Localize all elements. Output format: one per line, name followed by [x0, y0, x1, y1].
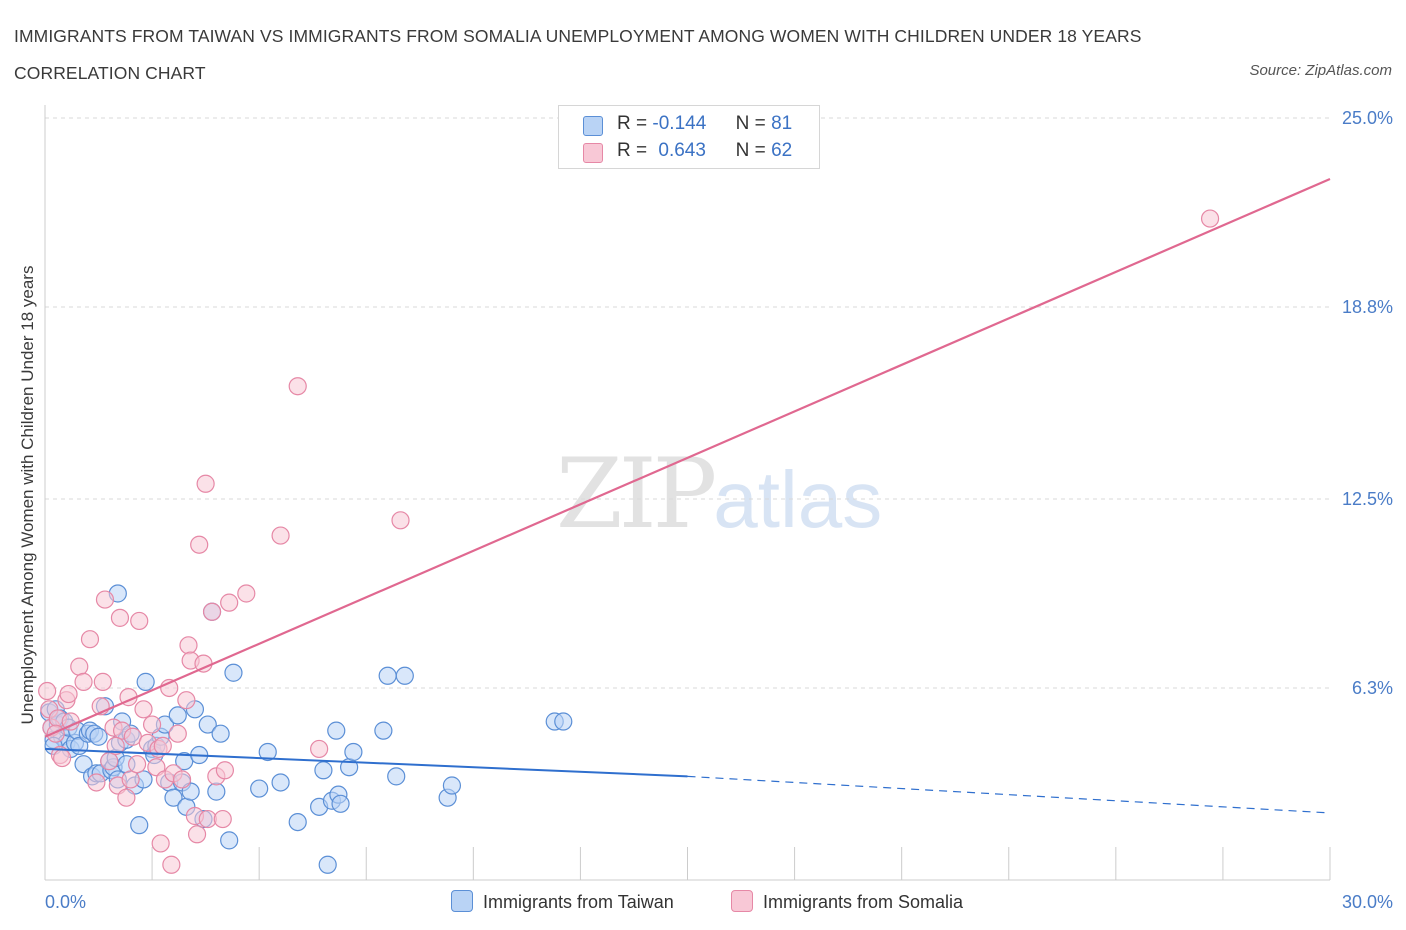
- data-point-taiwan: [314, 761, 333, 780]
- legend-label-taiwan: Immigrants from Taiwan: [483, 892, 674, 912]
- data-point-somalia: [59, 684, 78, 704]
- x-tick-label: 0.0%: [45, 892, 86, 912]
- data-point-somalia: [121, 770, 140, 789]
- legend-r-label: R =: [617, 140, 648, 161]
- data-point-taiwan: [378, 666, 397, 685]
- legend-n-label: N =: [735, 113, 766, 134]
- legend-swatch-taiwan: [583, 116, 603, 136]
- data-point-taiwan: [374, 721, 393, 740]
- data-point-taiwan: [224, 663, 243, 682]
- data-point-taiwan: [344, 742, 363, 762]
- legend-text-somalia: R = 0.643 N = 62: [617, 140, 792, 162]
- data-point-somalia: [134, 700, 153, 719]
- data-point-somalia: [117, 788, 136, 807]
- trend-line-taiwan: [44, 747, 688, 778]
- data-point-taiwan: [387, 767, 406, 786]
- data-point-taiwan: [89, 727, 108, 746]
- data-point-taiwan: [318, 855, 337, 874]
- data-point-taiwan: [288, 812, 307, 832]
- data-point-somalia: [220, 593, 239, 612]
- legend-item-somalia: Immigrants from Somalia: [731, 890, 963, 913]
- data-point-somalia: [80, 630, 100, 649]
- axes: [44, 105, 1331, 881]
- legend-item-taiwan: Immigrants from Taiwan: [451, 890, 674, 913]
- series-somalia-points: [38, 209, 1220, 874]
- legend-r-somalia: 0.643: [658, 140, 706, 161]
- trend-lines: [44, 177, 1331, 814]
- data-point-taiwan: [130, 816, 149, 835]
- legend-r-taiwan: -0.144: [652, 113, 707, 134]
- y-tick-label: 25.0%: [1342, 108, 1393, 128]
- data-point-somalia: [1200, 209, 1220, 228]
- data-point-taiwan: [250, 779, 269, 798]
- data-point-somalia: [177, 691, 196, 710]
- data-point-taiwan: [207, 782, 226, 801]
- data-point-taiwan: [442, 776, 462, 795]
- data-point-taiwan: [271, 773, 290, 792]
- data-point-somalia: [213, 809, 232, 829]
- data-point-taiwan: [168, 706, 187, 725]
- data-point-taiwan: [554, 712, 573, 731]
- data-point-somalia: [215, 761, 234, 780]
- data-point-taiwan: [331, 794, 350, 813]
- correlation-legend: R = -0.144 N = 81 R = 0.643 N = 62: [558, 105, 820, 169]
- data-point-somalia: [391, 511, 410, 530]
- data-point-somalia: [196, 474, 215, 493]
- y-tick-label: 12.5%: [1342, 489, 1393, 509]
- data-point-somalia: [162, 855, 181, 874]
- data-point-somalia: [172, 770, 192, 789]
- legend-n-taiwan: 81: [771, 113, 793, 134]
- data-point-somalia: [153, 736, 172, 755]
- data-point-taiwan: [211, 724, 230, 743]
- data-point-taiwan: [164, 788, 183, 807]
- y-tick-label: 6.3%: [1352, 678, 1393, 698]
- legend-r-label: R =: [617, 113, 648, 134]
- data-point-taiwan: [136, 672, 155, 691]
- data-point-somalia: [70, 657, 89, 676]
- data-point-taiwan: [327, 721, 346, 740]
- y-tick-label: 18.8%: [1342, 297, 1393, 317]
- data-point-somalia: [38, 681, 57, 701]
- chart-title: IMMIGRANTS FROM TAIWAN VS IMMIGRANTS FRO…: [14, 26, 1142, 83]
- data-point-somalia: [110, 608, 130, 627]
- data-point-somalia: [190, 535, 209, 554]
- data-point-somalia: [87, 773, 106, 792]
- legend-swatch-somalia: [583, 143, 603, 163]
- legend-label-somalia: Immigrants from Somalia: [763, 892, 964, 912]
- data-point-somalia: [288, 377, 307, 396]
- data-point-taiwan: [258, 742, 277, 762]
- data-point-taiwan: [395, 666, 414, 685]
- data-point-somalia: [93, 672, 112, 691]
- data-point-taiwan: [198, 715, 217, 734]
- data-point-somalia: [151, 834, 170, 853]
- source-label: Source: ZipAtlas.com: [1249, 62, 1392, 79]
- data-point-somalia: [127, 755, 147, 774]
- legend-n-somalia: 62: [771, 140, 793, 161]
- legend-text-taiwan: R = -0.144 N = 81: [617, 113, 792, 135]
- data-point-somalia: [53, 748, 72, 768]
- data-point-somalia: [74, 672, 93, 691]
- data-point-somalia: [271, 526, 290, 545]
- legend-swatch-somalia: [731, 890, 753, 912]
- data-point-somalia: [106, 736, 125, 755]
- data-point-somalia: [130, 611, 149, 631]
- data-point-somalia: [237, 584, 256, 603]
- data-point-somalia: [187, 825, 207, 844]
- data-point-taiwan: [220, 831, 239, 850]
- data-point-somalia: [142, 715, 162, 734]
- trend-line-somalia: [44, 177, 1331, 738]
- series-legend: Immigrants from Taiwan Immigrants from S…: [0, 890, 1406, 916]
- tick-labels: 6.3% 12.5% 18.8% 25.0% 0.0% 30.0%: [45, 108, 1393, 912]
- data-point-somalia: [95, 590, 115, 609]
- trend-line-taiwan-extension: [687, 775, 1331, 814]
- legend-n-label: N =: [735, 140, 766, 161]
- x-tick-label: 30.0%: [1342, 892, 1393, 912]
- data-point-somalia: [202, 602, 222, 621]
- legend-swatch-taiwan: [451, 890, 473, 912]
- data-point-somalia: [100, 752, 119, 771]
- data-point-somalia: [168, 724, 187, 743]
- data-point-somalia: [179, 636, 198, 655]
- data-point-somalia: [310, 739, 329, 759]
